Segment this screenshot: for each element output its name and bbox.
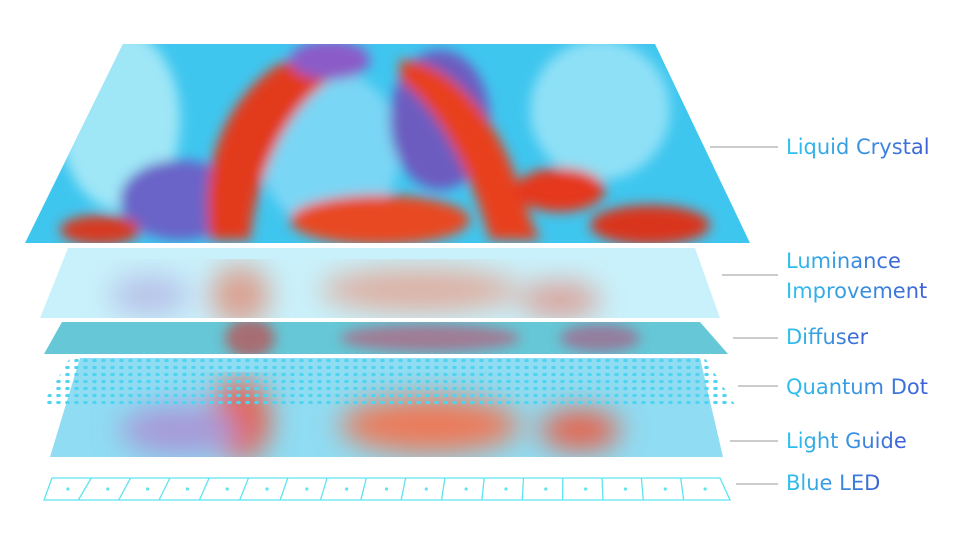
led-dot xyxy=(464,487,468,491)
led-cell-divider xyxy=(77,477,92,501)
led-dot xyxy=(584,487,588,491)
label-liquid-crystal: Liquid Crystal xyxy=(786,132,930,162)
led-cell-divider xyxy=(440,477,446,501)
led-dot xyxy=(663,487,667,491)
led-cell-divider xyxy=(118,477,132,501)
led-cell-divider xyxy=(680,477,685,501)
led-cell-divider xyxy=(640,477,644,501)
led-dot xyxy=(106,487,110,491)
led-dot xyxy=(305,487,309,491)
led-cell-divider xyxy=(521,477,525,501)
led-dot xyxy=(384,487,389,491)
led-cell-divider xyxy=(319,477,328,501)
led-cell-divider xyxy=(198,477,210,501)
label-luminance-line2: Improvement xyxy=(786,276,927,306)
liquid-crystal-layer xyxy=(25,44,750,243)
led-cell-divider xyxy=(279,477,289,501)
label-blue-led: Blue LED xyxy=(786,468,880,498)
led-cell-divider xyxy=(400,477,407,501)
blue-led-layer xyxy=(43,477,732,501)
label-light-guide: Light Guide xyxy=(786,426,907,456)
led-dot xyxy=(185,487,189,491)
label-diffuser: Diffuser xyxy=(786,322,868,352)
led-dot xyxy=(345,487,349,491)
label-luminance-line1: Luminance xyxy=(786,246,901,276)
luminance-improvement-layer xyxy=(40,248,720,318)
led-dot xyxy=(504,487,508,491)
label-quantum-dot: Quantum Dot xyxy=(786,372,928,402)
led-cell-divider xyxy=(481,477,485,501)
led-dot xyxy=(424,487,428,491)
led-cell-divider xyxy=(158,477,171,501)
quantum-dot-layer xyxy=(42,358,735,405)
led-dot xyxy=(145,487,150,491)
diffuser-layer xyxy=(44,322,728,354)
led-cell-divider xyxy=(601,477,604,501)
led-dot xyxy=(703,487,707,491)
led-dot xyxy=(225,487,229,491)
led-dot xyxy=(623,487,628,491)
led-dot xyxy=(544,487,548,491)
led-dot xyxy=(265,487,269,491)
led-cell-divider xyxy=(239,477,250,501)
led-dot xyxy=(66,487,70,491)
led-cell-divider xyxy=(360,477,367,501)
